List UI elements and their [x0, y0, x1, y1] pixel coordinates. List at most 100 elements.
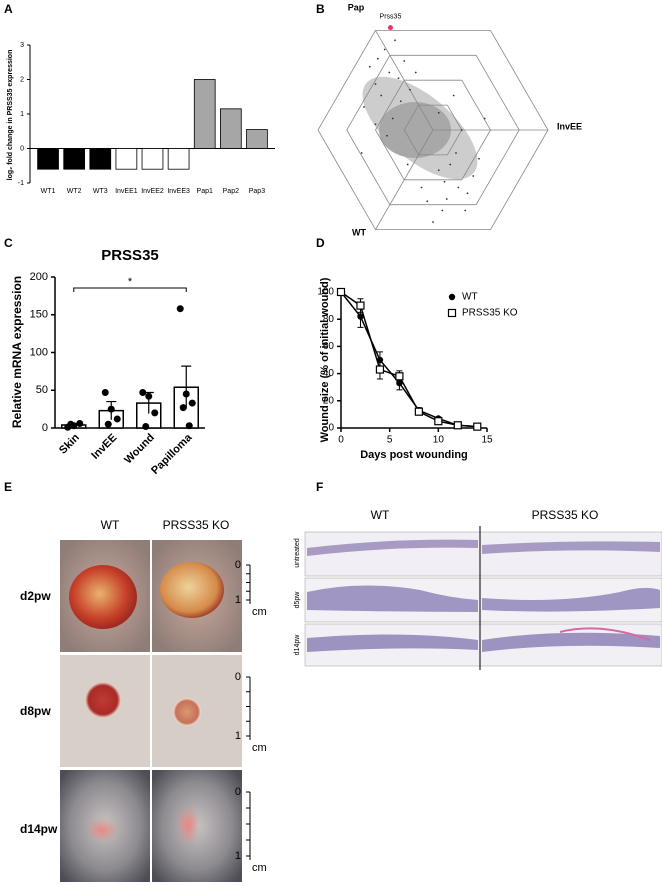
bar	[115, 148, 138, 170]
bar	[37, 148, 59, 170]
point	[437, 169, 440, 172]
legend-label: PRSS35 KO	[462, 308, 518, 319]
point	[394, 39, 396, 42]
tissue	[482, 587, 660, 612]
bar	[246, 129, 268, 149]
panel-label: B	[316, 2, 325, 16]
dot	[104, 420, 112, 428]
label: WT2	[67, 188, 82, 195]
hex-ring	[375, 79, 491, 181]
point	[426, 200, 429, 203]
point	[403, 60, 406, 62]
label: Pap2	[223, 188, 239, 195]
label: 20	[323, 395, 335, 406]
histology	[304, 526, 662, 670]
scale-unit: cm	[252, 742, 267, 754]
point	[363, 106, 365, 108]
axis	[375, 129, 434, 230]
label: 3	[20, 42, 24, 49]
scale-unit: cm	[252, 606, 267, 618]
point	[443, 180, 446, 183]
point	[437, 111, 440, 114]
column-label: WT	[371, 508, 390, 522]
hex-ring	[403, 104, 463, 156]
label: 200	[30, 271, 48, 283]
section	[304, 531, 662, 577]
point	[391, 117, 394, 120]
point	[445, 198, 448, 200]
label: *	[128, 276, 133, 288]
label: PRSS35	[101, 247, 159, 264]
label: -1	[18, 180, 24, 187]
label: Pap3	[249, 188, 265, 195]
dot	[185, 422, 193, 430]
marker	[414, 407, 423, 416]
dot	[107, 405, 115, 413]
bar	[219, 108, 242, 149]
point	[483, 117, 486, 120]
point	[368, 65, 371, 68]
column-label: PRSS35 KO	[163, 518, 230, 532]
point	[420, 186, 423, 189]
label: 80	[323, 314, 335, 325]
point	[386, 134, 388, 137]
label: Prss35	[380, 13, 402, 20]
point	[399, 100, 402, 103]
label: WT	[352, 227, 366, 237]
point	[449, 163, 452, 166]
dot	[179, 404, 187, 412]
wound	[69, 565, 137, 629]
point	[380, 94, 383, 97]
bar	[141, 148, 164, 170]
scar	[86, 818, 118, 842]
label: WT1	[41, 188, 56, 195]
marker	[336, 287, 346, 297]
axis	[375, 30, 434, 131]
label: Pap1	[197, 188, 213, 195]
point	[406, 163, 409, 166]
dot	[113, 415, 121, 423]
marker	[395, 372, 404, 381]
marker	[357, 313, 364, 320]
point	[441, 209, 444, 212]
dot	[139, 389, 147, 397]
row-label: d14pw	[294, 634, 301, 656]
hex-ring	[346, 54, 520, 206]
point	[432, 221, 434, 223]
dot	[182, 390, 190, 398]
label: Days post wounding	[360, 449, 468, 461]
point	[478, 157, 480, 160]
point	[455, 152, 457, 154]
triwise-background	[317, 30, 549, 230]
error-bar	[181, 365, 192, 409]
tissue	[307, 634, 478, 652]
point	[466, 192, 469, 195]
stain	[559, 627, 651, 641]
panel-label: C	[4, 236, 13, 250]
dot	[151, 409, 159, 417]
label: InvEE2	[141, 188, 164, 195]
label: 40	[323, 368, 335, 379]
label: 50	[36, 384, 48, 396]
dot	[142, 422, 150, 430]
point	[472, 175, 475, 177]
scale-label: 0	[235, 786, 241, 798]
label: 100	[30, 346, 48, 358]
point	[457, 186, 460, 189]
column-label: WT	[101, 518, 120, 532]
scale-label: 1	[235, 730, 241, 742]
row-label: untreated	[294, 538, 301, 568]
label: 1	[20, 111, 24, 118]
legend-marker	[447, 308, 457, 318]
point	[464, 209, 467, 212]
point-cloud	[379, 102, 451, 158]
scale-label: 0	[235, 559, 241, 571]
tissue	[307, 585, 478, 612]
marker	[356, 301, 365, 310]
dot	[67, 420, 75, 428]
label: Wound	[122, 432, 157, 467]
label: 5	[387, 435, 393, 446]
label: InvEE1	[115, 188, 138, 195]
point	[388, 71, 391, 74]
point	[374, 83, 377, 85]
